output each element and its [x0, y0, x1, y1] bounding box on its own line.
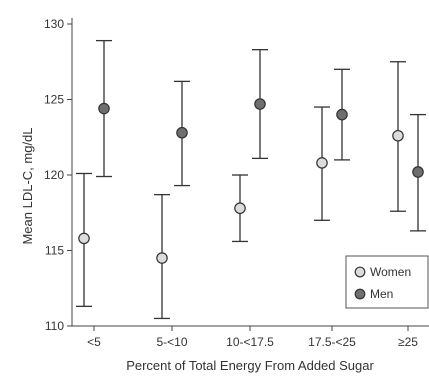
x-tick-label: <5 — [87, 335, 101, 349]
x-axis: <5 5-<10 10-<17.5 17.5-<25 ≥25 — [72, 325, 429, 349]
y-tick-label: 115 — [45, 244, 64, 258]
women-point — [78, 232, 90, 245]
women-point — [234, 202, 246, 215]
men-point — [412, 166, 424, 178]
women-point — [392, 129, 404, 142]
legend-label-women: Women — [370, 265, 411, 279]
y-axis: 110 115 120 125 130 — [44, 17, 73, 333]
legend-label-men: Men — [370, 287, 393, 301]
x-axis-title: Percent of Total Energy From Added Sugar — [126, 358, 374, 373]
men-point — [336, 108, 348, 121]
men-point — [176, 126, 188, 139]
x-tick-label: 10-<17.5 — [226, 335, 274, 349]
x-tick-label: ≥25 — [398, 335, 418, 349]
x-tick-label: 5-<10 — [156, 335, 187, 349]
legend-marker-men — [354, 288, 366, 300]
chart-marks — [76, 39, 426, 320]
legend-marker-women — [354, 266, 366, 278]
x-tick-label: 17.5-<25 — [308, 335, 356, 349]
y-tick-label: 130 — [44, 17, 64, 31]
women-point — [156, 252, 168, 264]
y-tick-label: 120 — [44, 168, 64, 182]
men-point — [98, 102, 110, 115]
legend: Women Men — [345, 255, 429, 309]
y-tick-label: 110 — [45, 319, 64, 333]
women-point — [316, 157, 328, 169]
y-axis-title: Mean LDL-C, mg/dL — [20, 127, 35, 244]
y-tick-label: 125 — [44, 93, 64, 107]
men-point — [254, 98, 266, 110]
